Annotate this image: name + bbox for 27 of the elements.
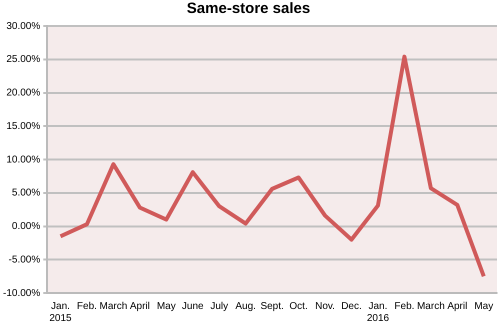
x-tick-label: March <box>416 300 445 312</box>
x-tick-label: Nov. <box>315 300 335 312</box>
x-tick-label: Jan. 2016 <box>366 300 390 324</box>
y-tick-label: 25.00% <box>6 54 40 66</box>
x-tick-label: Oct. <box>289 300 308 312</box>
x-tick-label: Sept. <box>260 300 284 312</box>
x-tick-label: Feb. <box>76 300 97 312</box>
x-tick-label: March <box>99 300 128 312</box>
x-tick-label: Aug. <box>235 300 256 312</box>
x-tick-label: Feb. <box>394 300 414 312</box>
y-tick-label: -10.00% <box>2 288 40 299</box>
x-tick-label: July <box>210 300 228 312</box>
y-tick-label: 0.00% <box>12 221 40 232</box>
y-tick-label: -5.00% <box>8 254 40 266</box>
x-tick-label: May <box>474 300 494 312</box>
x-tick-label: April <box>130 300 150 312</box>
y-tick-label: 15.00% <box>6 120 40 132</box>
y-tick-label: 5.00% <box>12 188 40 199</box>
x-tick-label: Jan. 2015 <box>49 300 72 324</box>
chart-title: Same-store sales <box>186 0 310 18</box>
y-tick-label: 20.00% <box>6 88 40 98</box>
y-tick-label: 10.00% <box>6 154 40 166</box>
x-tick-label: May <box>156 300 176 312</box>
y-tick-label: 30.00% <box>6 20 40 32</box>
x-tick-label: April <box>447 300 468 312</box>
x-tick-label: Dec. <box>341 300 362 312</box>
x-tick-label: June <box>182 300 204 312</box>
